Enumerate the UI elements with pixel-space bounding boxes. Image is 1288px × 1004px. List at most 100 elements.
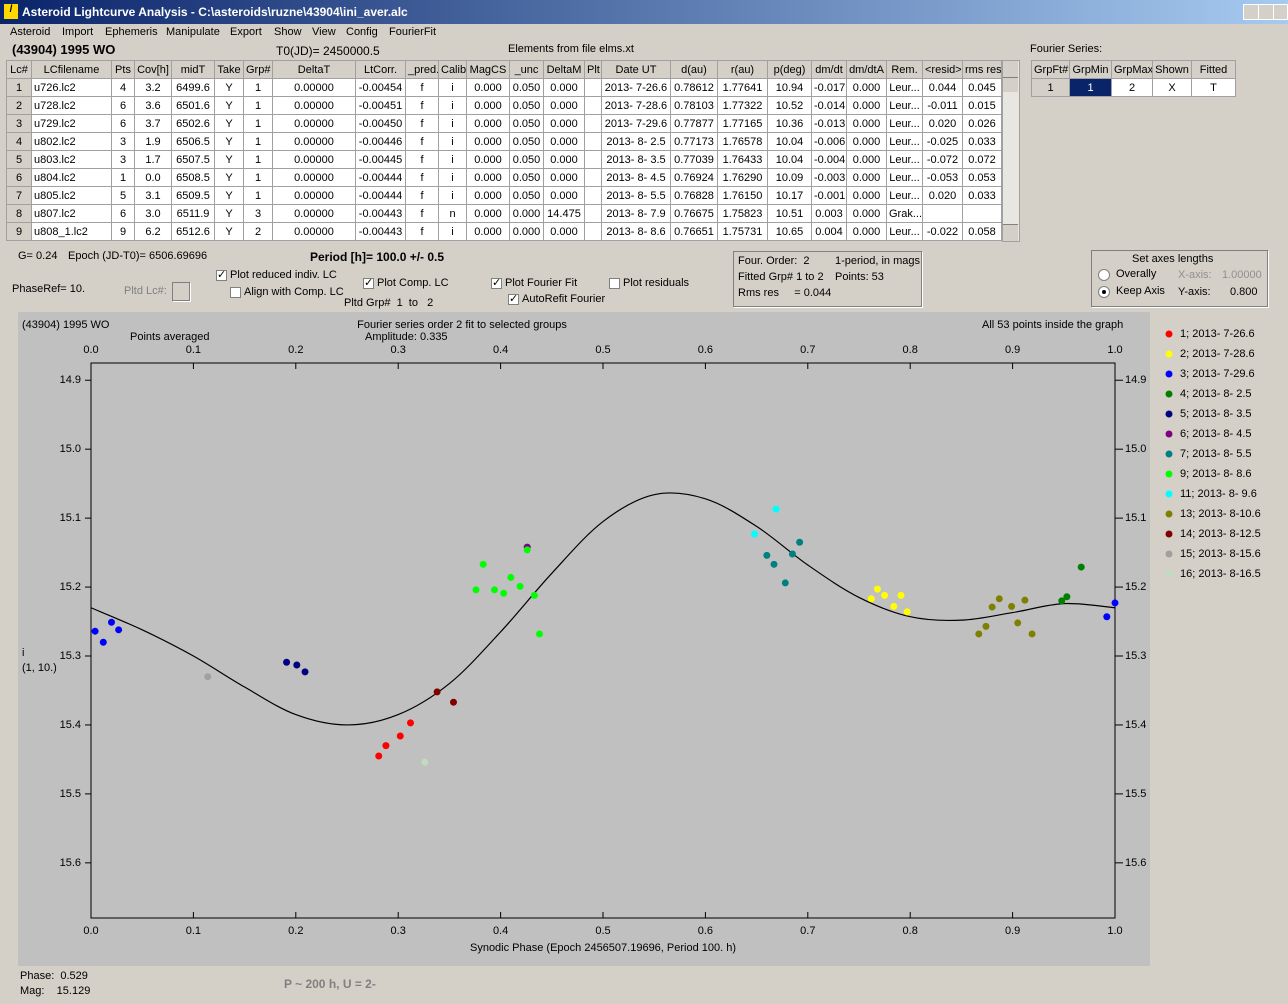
table-cell[interactable]: Leur... xyxy=(886,222,923,241)
table-cell[interactable]: 1.76433 xyxy=(717,150,768,169)
table-cell[interactable]: 6501.6 xyxy=(171,96,215,115)
table-row[interactable]: 6 u804.lc2 1 0.0 6508.5 Y 1 0.00000 -0.00444 f i 0.… xyxy=(6,168,1002,187)
table-cell[interactable]: 0.000 xyxy=(543,222,585,241)
menu-item[interactable]: Ephemeris xyxy=(105,26,158,38)
table-cell[interactable]: Leur... xyxy=(886,186,923,205)
checkbox[interactable]: ✓ xyxy=(363,277,374,289)
table-cell[interactable]: 0.020 xyxy=(922,186,963,205)
table-cell[interactable]: u729.lc2 xyxy=(31,114,112,133)
table-cell[interactable]: 0.78612 xyxy=(670,78,718,97)
table-cell[interactable]: Leur... xyxy=(886,114,923,133)
table-row[interactable]: 3 u729.lc2 6 3.7 6502.6 Y 1 0.00000 -0.00450 f i 0.… xyxy=(6,114,1002,133)
table-cell[interactable]: 3.0 xyxy=(134,204,172,223)
table-cell[interactable]: -0.004 xyxy=(811,150,847,169)
table-cell[interactable]: 10.65 xyxy=(767,222,812,241)
table-cell[interactable]: 1.75823 xyxy=(717,204,768,223)
table-row[interactable]: 1 u726.lc2 4 3.2 6499.6 Y 1 0.00000 -0.00454 f i 0.… xyxy=(6,78,1002,97)
table-cell[interactable]: 3.1 xyxy=(134,186,172,205)
table-cell[interactable]: -0.00444 xyxy=(355,186,406,205)
table-cell[interactable]: 0.058 xyxy=(962,222,1002,241)
table-row[interactable]: 2 u728.lc2 6 3.6 6501.6 Y 1 0.00000 -0.00451 f i 0.… xyxy=(6,96,1002,115)
table-cell[interactable]: 2013- 8- 7.9 xyxy=(601,204,671,223)
table-cell[interactable]: -0.003 xyxy=(811,168,847,187)
table-row[interactable]: 9 u808_1.lc2 9 6.2 6512.6 Y 2 0.00000 -0.00443 f i… xyxy=(6,222,1002,241)
table-cell[interactable]: 2013- 7-26.6 xyxy=(601,78,671,97)
table-cell[interactable]: 3.2 xyxy=(134,78,172,97)
checkbox[interactable]: ✓ xyxy=(216,269,227,281)
table-cell[interactable]: 6509.5 xyxy=(171,186,215,205)
menu-item[interactable]: Export xyxy=(230,26,262,38)
table-cell[interactable]: 0.000 xyxy=(846,78,887,97)
table-cell[interactable]: T xyxy=(1191,78,1236,97)
table-cell[interactable]: 3 xyxy=(6,114,32,133)
table-cell[interactable]: 10.17 xyxy=(767,186,812,205)
table-cell[interactable]: 0.000 xyxy=(466,204,510,223)
menu-item[interactable]: Asteroid xyxy=(10,26,51,38)
table-cell[interactable]: Leur... xyxy=(886,132,923,151)
table-cell[interactable]: u803.lc2 xyxy=(31,150,112,169)
table-cell[interactable]: 1.76150 xyxy=(717,186,768,205)
table-cell[interactable]: -0.00443 xyxy=(355,222,406,241)
table-cell[interactable]: -0.025 xyxy=(922,132,963,151)
table-row[interactable]: 8 u807.lc2 6 3.0 6511.9 Y 3 0.00000 -0.00443 f n 0.… xyxy=(6,204,1002,223)
table-cell[interactable]: 0.003 xyxy=(811,204,847,223)
table-cell[interactable]: 2013- 8- 4.5 xyxy=(601,168,671,187)
table-cell[interactable]: -0.072 xyxy=(922,150,963,169)
table-cell[interactable]: 10.36 xyxy=(767,114,812,133)
pltd-lc-spinner[interactable] xyxy=(172,282,190,301)
table-cell[interactable]: 0.045 xyxy=(962,78,1002,97)
table-cell[interactable]: 3.7 xyxy=(134,114,172,133)
table-cell[interactable]: 9 xyxy=(6,222,32,241)
checkbox[interactable]: ✓ xyxy=(491,277,502,289)
table-cell[interactable]: u808_1.lc2 xyxy=(31,222,112,241)
table-cell[interactable]: 10.52 xyxy=(767,96,812,115)
table-cell[interactable]: 2013- 8- 5.5 xyxy=(601,186,671,205)
table-cell[interactable]: 0.000 xyxy=(466,78,510,97)
radio-button[interactable] xyxy=(1098,286,1110,298)
checkbox[interactable]: ✓ xyxy=(508,293,519,305)
table-cell[interactable]: 0.00000 xyxy=(272,204,356,223)
table-cell[interactable]: 0.78103 xyxy=(670,96,718,115)
menu-item[interactable]: Show xyxy=(274,26,302,38)
table-cell[interactable]: u726.lc2 xyxy=(31,78,112,97)
scroll-up[interactable] xyxy=(1003,61,1018,78)
scrollbar[interactable] xyxy=(1002,60,1020,242)
table-cell[interactable]: 6499.6 xyxy=(171,78,215,97)
table-cell[interactable]: 0.76924 xyxy=(670,168,718,187)
table-cell[interactable]: -0.00446 xyxy=(355,132,406,151)
table-cell[interactable]: 0.050 xyxy=(509,78,544,97)
table-cell[interactable]: 1.9 xyxy=(134,132,172,151)
menu-item[interactable]: Config xyxy=(346,26,378,38)
table-cell[interactable]: 0.015 xyxy=(962,96,1002,115)
table-cell[interactable]: 2013- 8- 8.6 xyxy=(601,222,671,241)
menu-item[interactable]: Import xyxy=(62,26,94,38)
table-cell[interactable]: -0.022 xyxy=(922,222,963,241)
table-cell[interactable]: 1.77641 xyxy=(717,78,768,97)
table-cell[interactable]: 0.000 xyxy=(466,222,510,241)
table-cell[interactable]: 2 xyxy=(1111,78,1153,97)
table-cell[interactable]: 0.004 xyxy=(811,222,847,241)
radio-button[interactable] xyxy=(1098,269,1110,281)
table-cell[interactable]: 0.000 xyxy=(846,114,887,133)
menu-item[interactable]: View xyxy=(312,26,336,38)
scroll-down[interactable] xyxy=(1003,224,1018,241)
checkbox[interactable] xyxy=(230,287,241,298)
table-cell[interactable]: X xyxy=(1152,78,1192,97)
menu-item[interactable]: FourierFit xyxy=(389,26,437,38)
table-row[interactable]: 4 u802.lc2 3 1.9 6506.5 Y 1 0.00000 -0.00446 f i 0.… xyxy=(6,132,1002,151)
table-cell[interactable]: Leur... xyxy=(886,150,923,169)
menu-item[interactable]: Manipulate xyxy=(166,26,220,38)
table-cell[interactable]: 0.000 xyxy=(846,96,887,115)
table-cell[interactable]: 0.033 xyxy=(962,186,1002,205)
table-cell[interactable]: 0.000 xyxy=(466,186,510,205)
table-cell[interactable]: f xyxy=(405,222,439,241)
table-cell[interactable]: 0.000 xyxy=(509,204,544,223)
checkbox[interactable] xyxy=(609,278,620,289)
table-cell[interactable]: -0.00444 xyxy=(355,168,406,187)
table-cell[interactable]: 0.00000 xyxy=(272,222,356,241)
table-cell[interactable]: 2013- 7-28.6 xyxy=(601,96,671,115)
table-cell[interactable]: 6506.5 xyxy=(171,132,215,151)
table-cell[interactable]: 0.76675 xyxy=(670,204,718,223)
table-cell[interactable]: 1.76290 xyxy=(717,168,768,187)
